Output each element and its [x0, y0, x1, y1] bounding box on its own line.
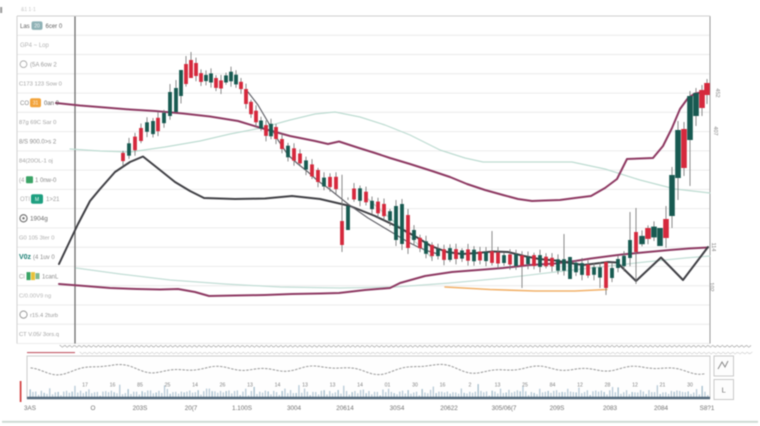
svg-text:(5A 6ow 2: (5A 6ow 2 — [30, 62, 57, 68]
svg-text:2083: 2083 — [603, 405, 618, 412]
svg-text:20(7: 20(7 — [185, 405, 198, 412]
svg-text:13: 13 — [247, 383, 253, 389]
svg-text:20622: 20622 — [440, 405, 458, 412]
svg-text:8/S 900.0>s 2: 8/S 900.0>s 2 — [19, 139, 57, 145]
svg-text:114: 114 — [710, 243, 716, 252]
svg-text:C/0.00V9 ng: C/0.00V9 ng — [19, 294, 51, 300]
svg-text:OTI: OTI — [20, 197, 30, 203]
svg-text:14: 14 — [275, 383, 281, 389]
svg-text:GP4 ~ Lop: GP4 ~ Lop — [20, 43, 50, 49]
svg-text:16: 16 — [440, 383, 446, 389]
svg-text:L: L — [722, 386, 726, 395]
svg-text:25: 25 — [522, 383, 528, 389]
svg-text:21: 21 — [660, 383, 666, 389]
svg-text:C173 123 Sow 0: C173 123 Sow 0 — [19, 82, 62, 88]
svg-text:102: 102 — [708, 282, 714, 291]
svg-text:31: 31 — [33, 101, 39, 107]
svg-text:13: 13 — [302, 383, 308, 389]
svg-text:84: 84 — [550, 383, 556, 389]
svg-text:14: 14 — [192, 383, 198, 389]
svg-text:12: 12 — [577, 383, 583, 389]
svg-text:1904g: 1904g — [30, 216, 48, 223]
svg-text:Cl: Cl — [19, 274, 25, 280]
svg-text:1 0nw-0: 1 0nw-0 — [35, 178, 57, 184]
svg-text:203S: 203S — [133, 405, 148, 412]
svg-text:25: 25 — [165, 383, 171, 389]
svg-text:84(20OL-1 oj: 84(20OL-1 oj — [19, 159, 53, 165]
svg-text:12: 12 — [632, 383, 638, 389]
svg-text:17: 17 — [82, 383, 88, 389]
svg-text:O: O — [91, 405, 96, 412]
svg-text:209S: 209S — [550, 405, 565, 412]
svg-text:CO: CO — [20, 101, 29, 107]
svg-text:(4: (4 — [19, 178, 25, 184]
svg-text:Las: Las — [20, 24, 30, 30]
svg-text:0an 0: 0an 0 — [44, 101, 60, 107]
svg-text:1.100S: 1.100S — [232, 405, 252, 412]
svg-text:r15.4 2turb: r15.4 2turb — [30, 313, 58, 319]
svg-text:16: 16 — [110, 383, 116, 389]
svg-text:13: 13 — [495, 383, 501, 389]
svg-text:M: M — [35, 197, 39, 203]
svg-text:407: 407 — [712, 126, 718, 135]
svg-text:30: 30 — [687, 383, 693, 389]
svg-text:CT V.05/ 3ors.q: CT V.05/ 3ors.q — [19, 332, 59, 338]
svg-text:14: 14 — [357, 383, 363, 389]
svg-text:87g 69C Sar 0: 87g 69C Sar 0 — [19, 120, 56, 126]
svg-text:2084: 2084 — [654, 405, 669, 412]
svg-text:1>21: 1>21 — [46, 197, 60, 203]
svg-text:01: 01 — [385, 383, 391, 389]
svg-text:2: 2 — [469, 383, 472, 389]
svg-text:305/06(7: 305/06(7 — [492, 405, 517, 412]
svg-text:26: 26 — [220, 383, 226, 389]
svg-text:(4 1uv 0: (4 1uv 0 — [33, 255, 55, 261]
svg-text:6cer 0: 6cer 0 — [46, 24, 63, 30]
svg-text:G0 105 3ter 0: G0 105 3ter 0 — [19, 236, 54, 242]
svg-text:452: 452 — [714, 88, 720, 97]
svg-text:13: 13 — [330, 383, 336, 389]
svg-text:3AS: 3AS — [24, 405, 36, 412]
svg-text:85: 85 — [137, 383, 143, 389]
svg-text:3004: 3004 — [287, 405, 302, 412]
svg-text:28: 28 — [605, 383, 611, 389]
svg-text:V0z: V0z — [19, 254, 32, 261]
svg-text:20: 20 — [34, 23, 40, 29]
svg-text:&1 1·1: &1 1·1 — [21, 7, 36, 13]
svg-text:30: 30 — [412, 383, 418, 389]
svg-text:30S4: 30S4 — [390, 405, 405, 412]
svg-text:20614: 20614 — [336, 405, 354, 412]
svg-text:1canL: 1canL — [42, 274, 59, 280]
svg-text:S8?1: S8?1 — [700, 405, 715, 412]
